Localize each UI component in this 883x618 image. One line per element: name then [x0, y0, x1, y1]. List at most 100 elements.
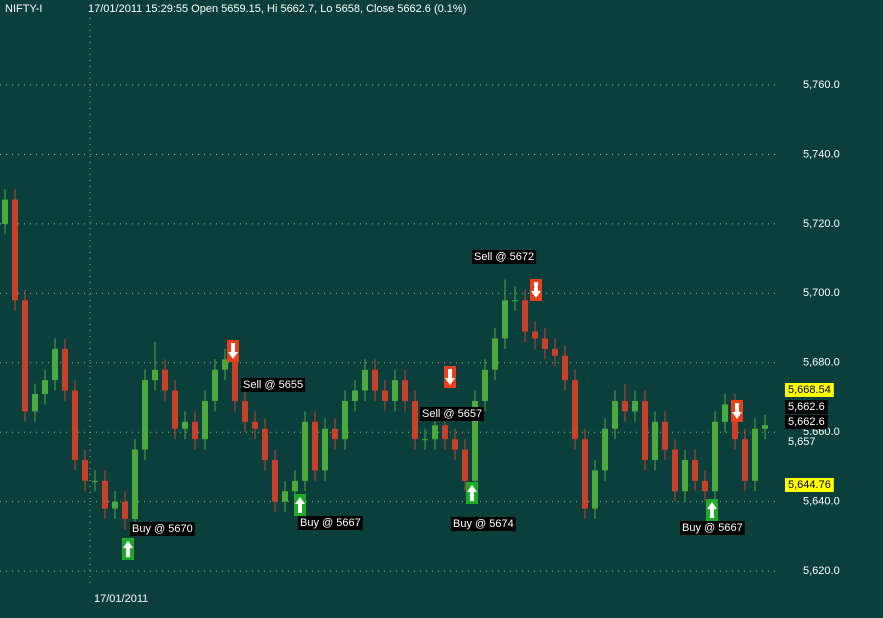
candle-body — [22, 300, 28, 412]
y-tick-label: 5,640.0 — [803, 496, 840, 508]
annotation: Sell @ 5657 — [422, 408, 482, 420]
annotation-bg — [451, 517, 516, 531]
candle-body — [2, 199, 8, 224]
price-label-bg — [785, 400, 828, 414]
y-tick-label: 5,740.0 — [803, 148, 840, 160]
candle-body — [622, 400, 628, 412]
candle-body — [132, 449, 138, 520]
price-label-bg — [785, 478, 834, 492]
arrow-icon — [295, 497, 305, 513]
candle-body — [42, 380, 48, 395]
price-label: 5,662.6 — [788, 416, 825, 428]
candle-body — [282, 491, 288, 502]
y-tick-label: 5,700.0 — [803, 287, 840, 299]
candle-body — [62, 348, 68, 391]
candle-body — [402, 380, 408, 401]
candle-body — [122, 501, 128, 520]
candle-body — [192, 421, 198, 440]
annotation: Sell @ 5672 — [474, 251, 534, 263]
candle-body — [752, 428, 758, 481]
candle-body — [272, 460, 278, 502]
candle-body — [302, 421, 308, 481]
annotation: Buy @ 5674 — [453, 518, 514, 530]
candle-body — [332, 428, 338, 440]
candle-body — [72, 390, 78, 461]
candle-body — [482, 369, 488, 401]
candle-body — [422, 439, 428, 441]
arrow-icon — [732, 403, 742, 419]
symbol: NIFTY-I — [5, 3, 43, 15]
candle-body — [82, 460, 88, 481]
candle-body — [412, 400, 418, 440]
price-label-bg — [785, 415, 828, 429]
x-axis-label: 17/01/2011 — [94, 593, 148, 605]
candle-body — [592, 470, 598, 509]
annotation: Buy @ 5667 — [300, 517, 361, 529]
annotation: Sell @ 5655 — [243, 379, 303, 391]
price-label: 5,668.54 — [788, 384, 831, 396]
candle-body — [242, 400, 248, 422]
candle-body — [52, 348, 58, 381]
candle-body — [382, 390, 388, 401]
candle-body — [352, 390, 358, 401]
candle-body — [492, 338, 498, 370]
annotation: Buy @ 5670 — [132, 523, 193, 535]
candle-body — [522, 300, 528, 332]
candle-body — [112, 501, 118, 509]
annotation-bg — [680, 521, 745, 535]
y-tick-label: 5,720.0 — [803, 218, 840, 230]
candle-body — [762, 425, 768, 429]
arrow-icon — [531, 282, 541, 298]
candle-body — [602, 428, 608, 471]
candle-body — [452, 439, 458, 450]
candle-body — [662, 421, 668, 450]
candle-body — [512, 300, 518, 302]
candle-body — [652, 421, 658, 461]
candle-body — [222, 359, 228, 370]
candle-body — [362, 369, 368, 391]
annotation-bg — [420, 407, 485, 421]
candle-body — [152, 369, 158, 381]
y-tick-label: 5,620.0 — [803, 565, 840, 577]
price-label: 5,662.6 — [788, 401, 825, 413]
annotation-bg — [298, 516, 363, 530]
candle-body — [552, 348, 558, 356]
candle-body — [672, 449, 678, 492]
candle-body — [472, 400, 478, 481]
annotation-bg — [472, 250, 537, 264]
arrow-icon — [707, 502, 717, 518]
price-label-bg — [785, 383, 834, 397]
candle-body — [322, 428, 328, 471]
annotation-bg — [130, 522, 195, 536]
candle-body — [232, 359, 238, 401]
candle-body — [92, 480, 98, 482]
candle-body — [442, 425, 448, 440]
candle-body — [612, 400, 618, 429]
annotation: Buy @ 5667 — [682, 522, 743, 534]
arrow-icon — [123, 541, 133, 557]
candle-body — [702, 480, 708, 492]
annotation-bg — [241, 378, 306, 392]
candle-body — [262, 428, 268, 461]
candle-body — [392, 380, 398, 401]
candle-body — [102, 480, 108, 509]
candle-body — [292, 480, 298, 492]
price-label-bg — [785, 435, 819, 449]
candle-body — [682, 460, 688, 492]
price-label: 5,657 — [788, 436, 816, 448]
candle-body — [722, 404, 728, 422]
candle-body — [572, 380, 578, 440]
price-label: 5,644.76 — [788, 479, 831, 491]
candle-body — [742, 439, 748, 481]
candle-body — [562, 355, 568, 381]
candle-body — [372, 369, 378, 391]
candle-body — [182, 421, 188, 429]
arrow-icon — [467, 485, 477, 501]
candle-body — [692, 460, 698, 481]
arrow-icon — [445, 369, 455, 385]
candle-body — [532, 331, 538, 339]
candle-body — [542, 338, 548, 349]
chart-title: 17/01/2011 15:29:55 Open 5659.15, Hi 566… — [88, 3, 466, 15]
candle-body — [342, 400, 348, 440]
